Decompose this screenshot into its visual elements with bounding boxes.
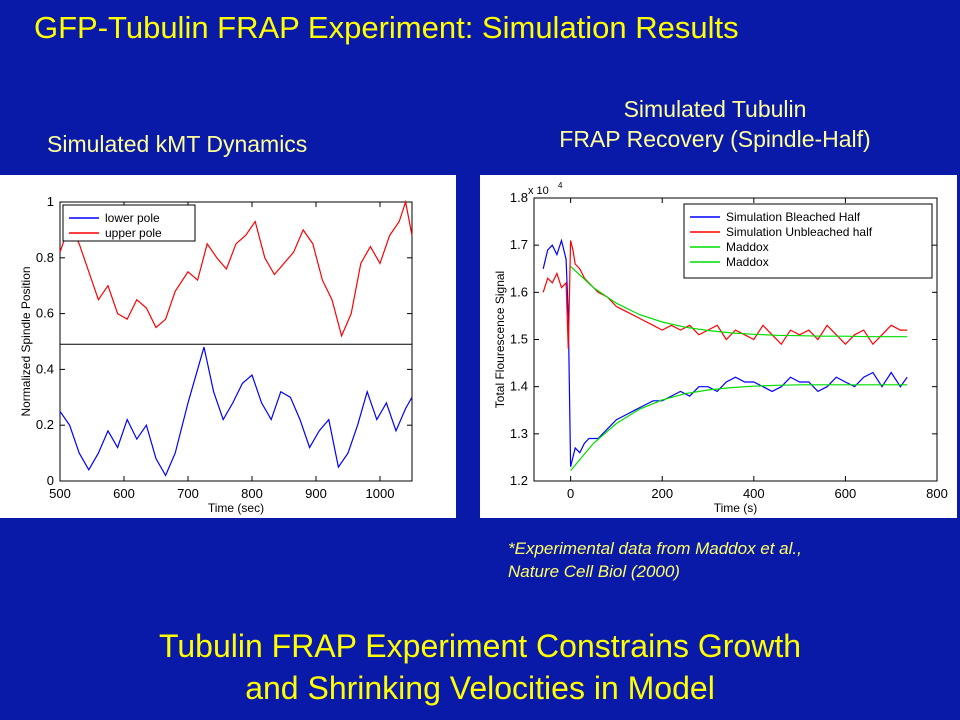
legend-entry: upper pole <box>105 226 162 240</box>
x-tick-label: 600 <box>835 486 857 501</box>
left-chart-panel: 500 600 700 800 900 1000 0 0.2 0.4 0.6 0.8 1 Time (s… <box>0 175 456 518</box>
x-tick-label: 800 <box>926 486 948 501</box>
y-axis-label: Normalized Spindle Position <box>19 266 33 416</box>
right-caption-line2: FRAP Recovery (Spindle-Half) <box>559 125 871 152</box>
conclusion-line1: Tubulin FRAP Experiment Constrains Growt… <box>158 628 802 664</box>
legend-box <box>62 204 196 242</box>
y-tick-label: 0.6 <box>36 306 54 321</box>
y-tick-label: 1.7 <box>510 237 528 252</box>
series-line-1 <box>59 199 413 338</box>
kmt-dynamics-chart: 500 600 700 800 900 1000 0 0.2 0.4 0.6 0.8 1 Time (s… <box>19 194 413 515</box>
left-chart-caption: Simulated kMT Dynamics <box>47 131 308 157</box>
series-line-0 <box>59 346 413 477</box>
x-tick-label: 700 <box>177 486 199 501</box>
legend-entry: lower pole <box>105 211 160 225</box>
right-chart-caption: Simulated Tubulin FRAP Recovery (Spindle… <box>480 95 950 155</box>
y-multiplier: x 10 <box>528 185 549 197</box>
series-line-3 <box>570 384 908 471</box>
x-tick-label: 800 <box>241 486 263 501</box>
x-axis-label: Time (s) <box>714 501 758 515</box>
legend-entry: Maddox <box>726 240 769 254</box>
y-tick-label: 1.6 <box>510 284 528 299</box>
x-tick-label: 400 <box>743 486 765 501</box>
series-line-2 <box>570 265 908 338</box>
y-axis-label: Total Flourescence Signal <box>493 271 507 408</box>
y-tick-label: 0.4 <box>36 361 54 376</box>
plot-area <box>59 201 413 482</box>
y-tick-label: 1.8 <box>510 190 528 205</box>
x-tick-label: 900 <box>305 486 327 501</box>
x-tick-label: 500 <box>49 486 71 501</box>
frap-recovery-chart: 0 200 400 600 800 1.2 1.3 1.4 1.5 1.6 1.7 1.8 Time (… <box>493 181 948 515</box>
y-multiplier-exponent: 4 <box>558 181 563 190</box>
conclusion-line2: and Shrinking Velocities in Model <box>245 669 715 706</box>
legend-entry: Maddox <box>726 255 769 269</box>
right-chart-panel: 0 200 400 600 800 1.2 1.3 1.4 1.5 1.6 1.7 1.8 Time (… <box>480 175 957 518</box>
legend-entry: Simulation Bleached Half <box>726 210 861 224</box>
x-tick-label: 1000 <box>366 486 395 501</box>
y-tick-label: 0 <box>47 473 54 488</box>
right-caption-line1: Simulated Tubulin <box>623 96 807 122</box>
y-tick-label: 1 <box>47 194 54 209</box>
footnote: *Experimental data from Maddox et al., N… <box>508 538 802 584</box>
y-tick-label: 1.4 <box>510 379 528 394</box>
legend-box <box>683 203 933 279</box>
footnote-line2: Nature Cell Biol (2000) <box>508 561 680 581</box>
x-tick-label: 600 <box>113 486 135 501</box>
y-tick-label: 1.5 <box>510 332 528 347</box>
x-tick-label: 200 <box>651 486 673 501</box>
x-axis-label: Time (sec) <box>208 501 264 515</box>
slide-title: GFP-Tubulin FRAP Experiment: Simulation … <box>34 10 739 45</box>
conclusion: Tubulin FRAP Experiment Constrains Growt… <box>0 626 960 709</box>
x-tick-label: 0 <box>567 486 574 501</box>
y-tick-label: 0.2 <box>36 417 54 432</box>
series-line-0 <box>542 238 908 467</box>
y-tick-label: 0.8 <box>36 250 54 265</box>
y-tick-label: 1.2 <box>510 473 528 488</box>
footnote-line1: *Experimental data from Maddox et al., <box>508 539 802 558</box>
y-tick-label: 1.3 <box>510 426 528 441</box>
legend-entry: Simulation Unbleached half <box>726 225 873 239</box>
